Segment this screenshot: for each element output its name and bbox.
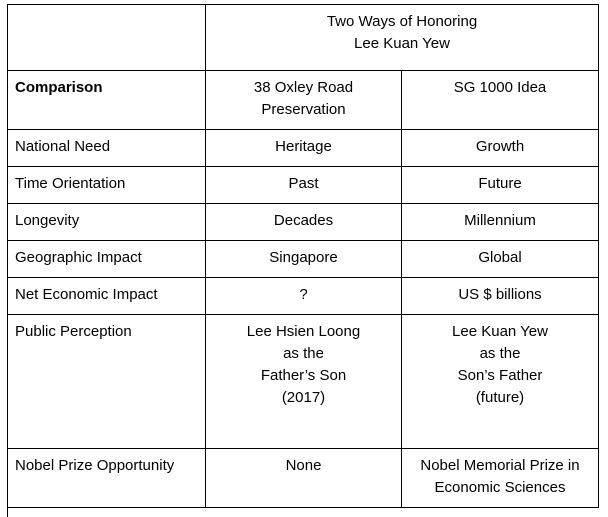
table-row: National Need Heritage Growth — [7, 129, 599, 167]
row-oxley-value: Singapore — [205, 240, 402, 278]
header-comparison: Comparison — [7, 70, 206, 130]
row-label: Nobel Prize Opportunity — [7, 448, 206, 508]
table-row: Net Economic Impact ? US $ billions — [7, 277, 599, 315]
table-row: Public Perception Lee Hsien Loong as the… — [7, 314, 599, 449]
row-label: Geographic Impact — [7, 240, 206, 278]
next-table-border — [7, 507, 8, 517]
row-oxley-value: Past — [205, 166, 402, 204]
header-oxley-road: 38 Oxley Road Preservation — [205, 70, 402, 130]
row-sg1000-value: Future — [401, 166, 599, 204]
table-row: Geographic Impact Singapore Global — [7, 240, 599, 278]
header-sg1000: SG 1000 Idea — [401, 70, 599, 130]
row-oxley-value: Lee Hsien Loong as the Father’s Son (201… — [205, 314, 402, 449]
row-oxley-value: Heritage — [205, 129, 402, 167]
row-sg1000-value: Millennium — [401, 203, 599, 241]
table-title: Two Ways of Honoring Lee Kuan Yew — [205, 4, 599, 71]
table-row: Nobel Prize Opportunity None Nobel Memor… — [7, 448, 599, 508]
row-oxley-value: None — [205, 448, 402, 508]
header-row: Comparison 38 Oxley Road Preservation SG… — [7, 70, 599, 130]
row-oxley-value: Decades — [205, 203, 402, 241]
row-label: Time Orientation — [7, 166, 206, 204]
row-label: Public Perception — [7, 314, 206, 449]
row-sg1000-value: Growth — [401, 129, 599, 167]
row-label: Longevity — [7, 203, 206, 241]
row-sg1000-value: Nobel Memorial Prize in Economic Science… — [401, 448, 599, 508]
row-label: National Need — [7, 129, 206, 167]
title-row: Two Ways of Honoring Lee Kuan Yew — [7, 4, 599, 71]
table-row: Time Orientation Past Future — [7, 166, 599, 204]
row-sg1000-value: US $ billions — [401, 277, 599, 315]
empty-corner-cell — [7, 4, 206, 71]
table-row: Longevity Decades Millennium — [7, 203, 599, 241]
comparison-table: Two Ways of Honoring Lee Kuan Yew Compar… — [7, 4, 599, 508]
row-sg1000-value: Global — [401, 240, 599, 278]
row-oxley-value: ? — [205, 277, 402, 315]
row-sg1000-value: Lee Kuan Yew as the Son’s Father (future… — [401, 314, 599, 449]
row-label: Net Economic Impact — [7, 277, 206, 315]
